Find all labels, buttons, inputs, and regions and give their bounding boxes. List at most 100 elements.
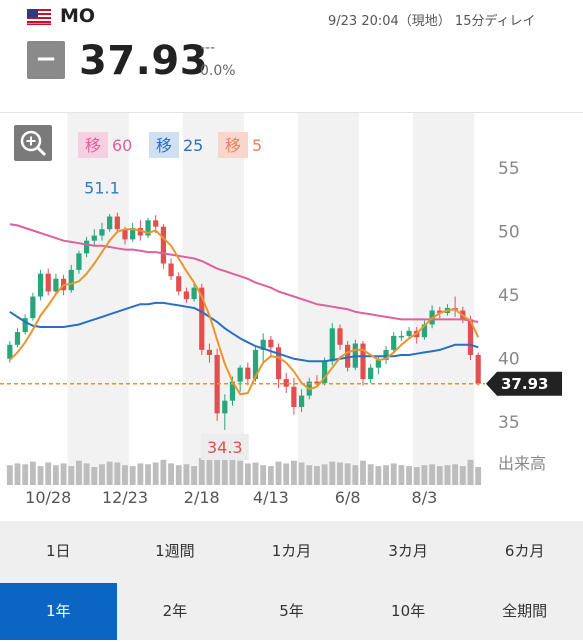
period-2y-button[interactable]: 2年 (162, 602, 188, 620)
period-3m-button[interactable]: 3カ月 (388, 542, 428, 560)
period-1y-button[interactable]: 1年 (0, 583, 117, 640)
candle-body (291, 386, 297, 408)
volume-bar (321, 464, 328, 485)
volume-bar (221, 444, 228, 485)
volume-bar (106, 461, 113, 485)
candle-body (99, 229, 105, 236)
volume-bar (252, 462, 259, 485)
volume-bar (60, 463, 67, 485)
candle-body (383, 349, 389, 361)
candle-body (314, 381, 320, 384)
legend-ma25-label: 移 (156, 136, 172, 155)
price-change: --- (200, 40, 216, 56)
candle-body (421, 324, 428, 338)
period-band (412, 113, 475, 485)
candle-body (37, 273, 44, 297)
volume-bar (6, 465, 13, 485)
current-price: 37.93 (79, 38, 209, 84)
us-flag-icon (27, 9, 51, 25)
volume-bar (76, 460, 82, 485)
legend-ma60-value: 60 (112, 136, 132, 155)
volume-bar (275, 461, 282, 485)
candle-body (107, 216, 113, 230)
volume-bar (83, 463, 90, 485)
x-tick-label: 12/23 (102, 488, 148, 507)
volume-bar (352, 465, 359, 485)
candle-body (191, 287, 197, 300)
volume-bar (68, 466, 75, 485)
period-1d-button[interactable]: 1日 (46, 542, 71, 560)
candle-body (406, 330, 412, 336)
candle-body (391, 335, 397, 350)
zoom-in-icon[interactable] (14, 125, 52, 161)
legend-ma25: 移 25 (149, 132, 203, 158)
period-all-button[interactable]: 全期間 (502, 602, 548, 620)
stock-chart: 55 50 45 40 35 10/28 12/23 2/18 4/13 6/8 8/3 51.1… (0, 113, 562, 507)
volume-bar (421, 465, 428, 485)
volume-bar (267, 466, 274, 485)
volume-bar (237, 460, 244, 485)
volume-bar (14, 463, 21, 485)
volume-bar (114, 462, 121, 485)
candle-body (22, 318, 28, 333)
period-1w-button[interactable]: 1週間 (155, 542, 195, 560)
candle-body (30, 296, 36, 319)
candle-body (84, 240, 90, 254)
candle-body (437, 310, 443, 314)
candle-body (14, 332, 21, 345)
y-tick-label: 45 (498, 286, 520, 306)
candle-body (268, 339, 274, 348)
candle-body (7, 344, 13, 359)
volume-bar (229, 449, 236, 485)
volume-bar (337, 462, 343, 485)
volume-bar (467, 459, 474, 485)
volume-bar (475, 467, 482, 485)
legend-ma60-label: 移 (85, 136, 101, 155)
period-10y-button[interactable]: 10年 (391, 602, 426, 620)
candle-body (183, 291, 190, 300)
volume-bar (329, 461, 336, 485)
volume-bar (122, 465, 128, 485)
volume-bar (413, 467, 420, 485)
candle-body (53, 278, 59, 292)
volume-bar (244, 463, 251, 485)
legend-ma60-badge (78, 132, 108, 158)
candle-body (199, 287, 205, 350)
candle-body (122, 229, 128, 240)
volume-bar (260, 465, 267, 485)
candle-body (114, 216, 120, 230)
low-price-label: 34.3 (207, 438, 243, 457)
candle-body (206, 349, 213, 355)
ma60-line (9, 223, 479, 323)
candle-body (368, 367, 374, 380)
change-direction-icon: − (27, 41, 65, 79)
volume-bar (452, 464, 459, 485)
volume-bar (383, 465, 389, 485)
candle-body (176, 276, 182, 292)
legend-ma25-badge (149, 132, 179, 158)
volume-bar (37, 466, 44, 485)
volume-bar (99, 464, 105, 485)
volume-bar (183, 464, 190, 485)
legend-ma25-value: 25 (183, 136, 203, 155)
legend-ma5-value: 5 (252, 136, 262, 155)
period-1m-button[interactable]: 1カ月 (271, 542, 312, 560)
candle-body (252, 349, 259, 380)
volume-label: 出来高 (498, 454, 546, 473)
candle-body (45, 273, 51, 292)
volume-bar (137, 463, 144, 485)
candle-body (222, 400, 228, 414)
y-tick-label: 55 (498, 159, 520, 179)
volume-bar (360, 460, 366, 485)
x-tick-label: 2/18 (184, 488, 220, 507)
quote-timestamp: 9/23 20:04（現地） 15分ディレイ (328, 14, 536, 29)
high-price-label: 51.1 (84, 179, 120, 198)
quote-header: MO 9/23 20:04（現地） 15分ディレイ − 37.93 --- 0.… (0, 0, 583, 113)
candle-body (137, 227, 143, 236)
volume-bar (314, 466, 320, 485)
period-6m-button[interactable]: 6カ月 (504, 542, 545, 560)
volume-bar (52, 465, 59, 485)
period-5y-button[interactable]: 5年 (279, 602, 304, 620)
candle-body (245, 367, 251, 380)
candle-body (322, 361, 328, 383)
